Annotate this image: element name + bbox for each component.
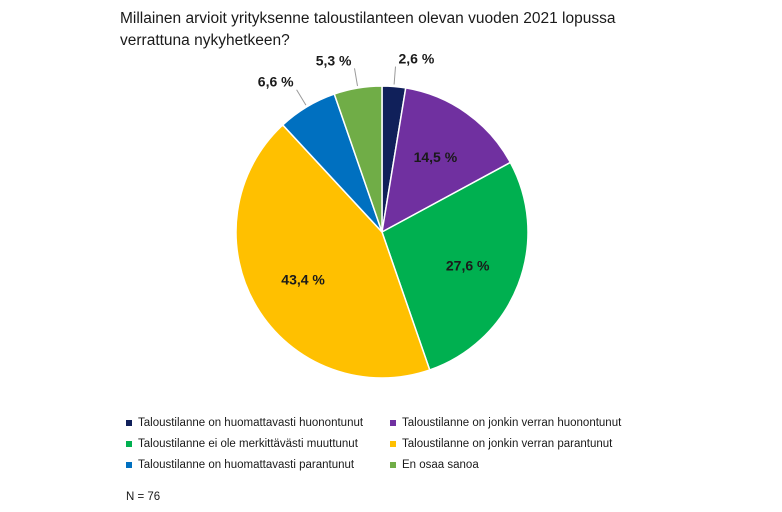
legend-label: Taloustilanne on jonkin verran huonontun… [402,417,622,429]
pie-leader-lines [296,66,396,106]
pie-leader-line-1 [393,66,396,85]
legend-item-2: Taloustilanne on jonkin verran huonontun… [390,416,660,430]
chart-title: Millainen arvioit yrityksenne taloustila… [120,10,616,49]
legend-label: Taloustilanne on huomattavasti parantunu… [138,459,355,471]
pie-slice-3 [381,161,529,371]
legend-swatch [390,420,396,426]
legend-item-5: Taloustilanne on huomattavasti parantunu… [126,458,390,472]
pie-data-label-2: 14,5 % [414,149,458,165]
chart-legend: Taloustilanne on huomattavasti huonontun… [126,416,686,472]
legend-swatch [390,462,396,468]
pie-data-label-4: 43,4 % [281,271,325,287]
pie-data-label-3: 27,6 % [446,257,490,273]
legend-swatch [126,420,132,426]
pie-chart: 2,6 % 14,5 % 27,6 % 43,4 % 6,6 % 5,3 % [235,51,529,379]
pie-leader-line-5 [296,89,307,106]
pie-slice-6 [333,85,383,233]
legend-item-6: En osaa sanoa [390,458,660,472]
legend-label: Taloustilanne on jonkin verran parantunu… [402,438,613,450]
legend-swatch [126,441,132,447]
pie-slices [235,85,529,379]
legend-swatch [390,441,396,447]
pie-data-labels: 2,6 % 14,5 % 27,6 % 43,4 % 6,6 % 5,3 % [258,51,490,288]
pie-data-label-5: 6,6 % [258,74,294,90]
legend-label: En osaa sanoa [402,459,479,471]
legend-item-1: Taloustilanne on huomattavasti huonontun… [126,416,390,430]
legend-item-4: Taloustilanne on jonkin verran parantunu… [390,437,660,451]
sample-size-note: N = 76 [126,491,161,503]
pie-data-label-1: 2,6 % [399,51,435,67]
pie-slice-4 [235,123,431,379]
legend-item-3: Taloustilanne ei ole merkittävästi muutt… [126,437,390,451]
pie-data-label-6: 5,3 % [316,52,352,68]
pie-slice-2 [381,87,512,234]
legend-swatch [126,462,132,468]
legend-label: Taloustilanne on huomattavasti huonontun… [138,417,364,429]
legend-label: Taloustilanne ei ole merkittävästi muutt… [138,438,358,450]
pie-leader-line-6 [354,68,358,87]
